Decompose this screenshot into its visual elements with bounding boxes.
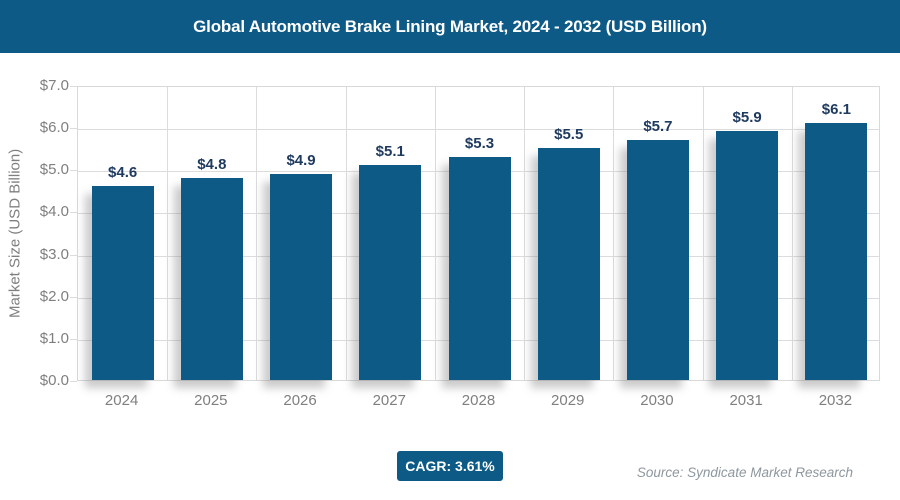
bar-value-label: $5.9 [732,109,762,127]
bar-value-label: $5.1 [375,143,405,161]
bar-value-label: $4.8 [197,155,227,173]
y-tick-label: $3.0 [39,245,69,263]
source-note: Source: Syndicate Market Research [636,465,853,480]
bar-value-label: $4.9 [286,151,316,169]
bar-2031 [716,131,779,380]
bar-value-label: $5.5 [554,126,584,144]
y-tick-mark [70,128,77,130]
y-tick-label: $5.0 [39,161,69,179]
bar-2026 [270,173,333,380]
y-tick-label: $4.0 [39,203,69,221]
gridline-vertical [791,87,793,380]
bar-value-label: $6.1 [821,100,851,118]
bar-value-label: $4.6 [108,164,138,182]
x-tick-label: 2025 [194,392,228,409]
gridline-vertical [167,87,169,380]
x-tick-label: 2026 [283,392,317,409]
x-tick-label: 2028 [461,392,496,409]
y-tick-label: $2.0 [39,287,69,305]
bar-2029 [537,148,600,380]
gridline-vertical [524,87,526,380]
y-tick-label: $0.0 [39,372,69,389]
bar-value-label: $5.7 [643,117,673,135]
gridline-horizontal [78,129,879,131]
x-tick-label: 2027 [372,392,406,409]
x-tick-label: 2031 [729,392,763,409]
y-tick-mark [70,86,77,87]
y-tick-mark [70,212,77,214]
y-tick-mark [70,254,77,256]
cagr-badge: CAGR: 3.61% [397,451,503,481]
bar-2027 [359,165,422,380]
bar-value-label: $5.3 [464,134,495,152]
bar-2024 [91,186,154,380]
bar-2030 [626,139,689,380]
chart-header-band: Global Automotive Brake Lining Market, 2… [0,0,900,53]
gridline-vertical [345,87,347,380]
y-tick-mark [70,170,77,172]
bar-2032 [805,122,868,380]
y-tick-label: $7.0 [39,77,69,94]
bar-2025 [180,177,243,380]
x-tick-label: 2029 [551,392,585,409]
y-tick-mark [70,296,77,298]
plot-area: $4.6 $4.8 $4.9 $5.1 $5.3 $5.5 $5.7 $5.9 $6.1 [77,86,880,381]
gridline-vertical [434,87,436,380]
gridline-vertical [702,87,704,380]
y-tick-mark [70,381,77,382]
x-tick-label: 2032 [818,392,853,409]
bar-2028 [448,156,511,380]
y-tick-label: $1.0 [39,329,69,347]
y-tick-label: $6.0 [39,119,69,137]
y-tick-mark [70,338,77,340]
gridline-vertical [613,87,615,380]
chart-title: Global Automotive Brake Lining Market, 2… [193,16,707,36]
gridline-vertical [256,87,258,380]
x-tick-label: 2030 [640,392,674,409]
x-tick-label: 2024 [104,392,139,409]
